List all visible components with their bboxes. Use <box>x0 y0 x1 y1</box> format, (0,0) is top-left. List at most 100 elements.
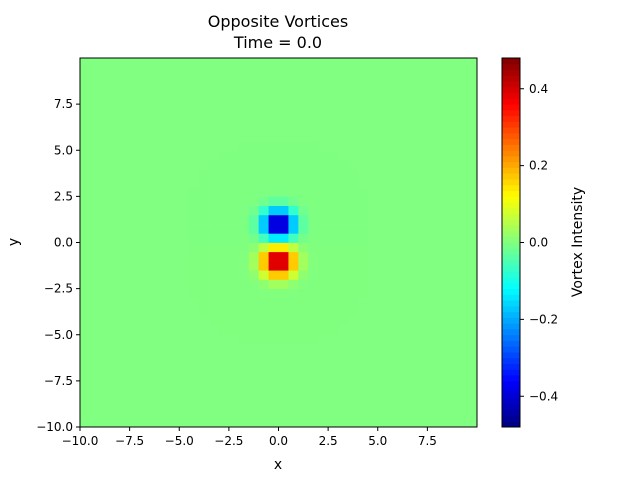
heatmap-cell <box>367 242 379 253</box>
heatmap-cell <box>89 380 101 391</box>
heatmap-cell <box>298 233 309 243</box>
heatmap-cell <box>417 67 428 77</box>
heatmap-cell <box>417 168 428 179</box>
heatmap-cell <box>149 390 160 400</box>
heatmap-cell <box>288 76 299 87</box>
heatmap-cell <box>288 334 299 345</box>
heatmap-cell <box>109 288 121 299</box>
heatmap-cell <box>457 408 468 419</box>
heatmap-cell <box>387 242 399 253</box>
heatmap-cell <box>149 85 160 96</box>
heatmap-cell <box>189 76 200 87</box>
heatmap-cell <box>298 205 309 216</box>
heatmap-cell <box>417 390 428 400</box>
heatmap-cell <box>109 353 121 363</box>
heatmap-cell <box>387 196 399 206</box>
heatmap-cell <box>288 380 299 391</box>
heatmap-cell <box>199 159 210 170</box>
heatmap-cell <box>347 214 359 225</box>
heatmap-cell <box>218 288 230 299</box>
heatmap-cell <box>457 159 468 170</box>
heatmap-cell <box>238 260 250 271</box>
heatmap-cell <box>467 353 478 363</box>
heatmap-cell <box>89 251 101 262</box>
heatmap-cell <box>417 242 428 253</box>
heatmap-cell <box>288 196 299 206</box>
heatmap-cell <box>397 205 408 216</box>
heatmap-cell <box>377 177 389 188</box>
heatmap-cell <box>218 371 230 382</box>
heatmap-cell <box>437 343 448 354</box>
heatmap-cell <box>228 380 240 391</box>
heatmap-cell <box>377 380 389 391</box>
heatmap-cell <box>149 205 160 216</box>
heatmap-cell <box>258 390 269 400</box>
heatmap-cell <box>457 196 468 206</box>
colorbar-cell <box>502 104 520 111</box>
heatmap-cell <box>347 159 359 170</box>
heatmap-cell <box>169 343 180 354</box>
heatmap-cell <box>308 58 319 68</box>
heatmap-cell <box>288 224 299 234</box>
heatmap-cell <box>467 399 478 409</box>
heatmap-cell <box>308 251 319 262</box>
heatmap-cell <box>397 399 408 409</box>
heatmap-cell <box>109 159 121 170</box>
heatmap-cell <box>238 67 250 77</box>
heatmap-cell <box>258 177 269 188</box>
heatmap-cell <box>199 371 210 382</box>
heatmap-cell <box>89 177 101 188</box>
heatmap-cell <box>199 316 210 326</box>
heatmap-cell <box>209 214 220 225</box>
colorbar-cell <box>502 265 520 272</box>
heatmap-cell <box>199 233 210 243</box>
colorbar-cell <box>502 392 520 399</box>
heatmap-cell <box>417 150 428 160</box>
heatmap-cell <box>109 390 121 400</box>
heatmap-cell <box>328 141 339 151</box>
heatmap-cell <box>89 67 101 77</box>
heatmap-cell <box>457 168 468 179</box>
heatmap-cell <box>89 85 101 96</box>
heatmap-cell <box>347 288 359 299</box>
heatmap-cell <box>397 270 408 280</box>
heatmap-cell <box>298 316 309 326</box>
heatmap-cell <box>387 150 399 160</box>
heatmap-cell <box>467 104 478 114</box>
heatmap-cell <box>80 343 91 354</box>
heatmap-cell <box>189 279 200 290</box>
heatmap-cell <box>308 177 319 188</box>
heatmap-cell <box>308 224 319 234</box>
heatmap-cell <box>228 205 240 216</box>
heatmap-cell <box>238 334 250 345</box>
heatmap-cell <box>278 251 289 262</box>
heatmap-cell <box>308 353 319 363</box>
heatmap-cell <box>189 85 200 96</box>
heatmap-cell <box>248 177 260 188</box>
heatmap-cell <box>467 297 478 308</box>
heatmap-cell <box>437 325 448 336</box>
heatmap-cell <box>347 334 359 345</box>
heatmap-cell <box>89 260 101 271</box>
heatmap-cell <box>179 122 190 133</box>
heatmap-cell <box>268 362 279 373</box>
heatmap-cell <box>169 233 180 243</box>
colorbar-cell <box>502 282 520 290</box>
heatmap-cell <box>189 362 200 373</box>
heatmap-cell <box>338 362 349 373</box>
heatmap-cell <box>99 343 111 354</box>
heatmap-cell <box>278 76 289 87</box>
heatmap-cell <box>377 316 389 326</box>
heatmap-cell <box>268 58 279 68</box>
heatmap-cell <box>199 325 210 336</box>
heatmap-cell <box>169 279 180 290</box>
heatmap-cell <box>367 205 379 216</box>
heatmap-cell <box>338 251 349 262</box>
heatmap-cell <box>318 399 329 409</box>
heatmap-cell <box>258 94 269 105</box>
heatmap-cell <box>248 214 260 225</box>
heatmap-cell <box>298 362 309 373</box>
heatmap-cell <box>80 58 91 68</box>
heatmap-cell <box>328 122 339 133</box>
heatmap-cell <box>407 288 418 299</box>
